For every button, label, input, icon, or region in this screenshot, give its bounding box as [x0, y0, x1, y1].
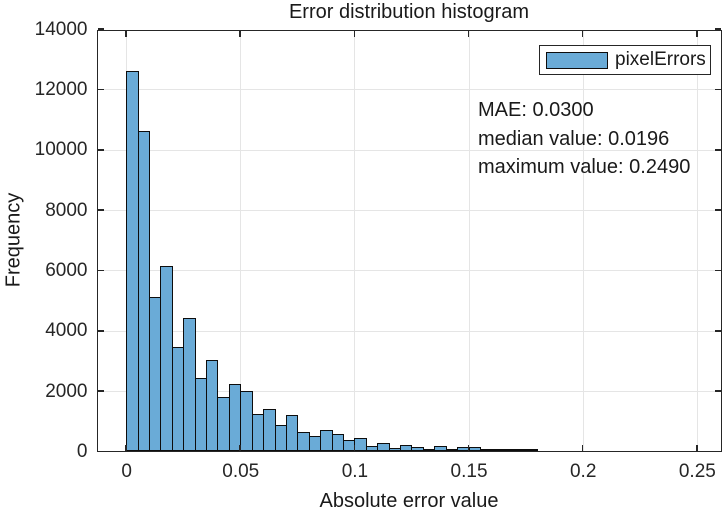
y-tick-mark-right [715, 269, 721, 272]
y-tick-label: 10000 [34, 139, 88, 161]
y-tick-mark-right [715, 329, 721, 332]
x-tick-label: 0.2 [569, 461, 597, 482]
x-tick-label: 0 [121, 461, 132, 482]
gridline-vertical [696, 30, 698, 451]
x-axis-label: Absolute error value [319, 490, 499, 512]
x-tick-mark-top [467, 30, 470, 37]
x-tick-mark [467, 445, 470, 451]
x-tick-mark-top [239, 30, 242, 37]
y-tick-mark [97, 329, 104, 332]
y-tick-label: 8000 [45, 199, 88, 221]
y-tick-mark [97, 209, 104, 211]
histogram-bar [137, 131, 150, 451]
gridline-vertical [240, 30, 242, 451]
chart-title: Error distribution histogram [288, 1, 530, 23]
y-tick-mark-right [715, 28, 721, 30]
stats-annotation: MAE: 0.0300 median value: 0.0196 maximum… [478, 96, 690, 182]
y-tick-mark-right [715, 450, 721, 453]
x-tick-mark [125, 445, 127, 451]
gridline-horizontal [97, 149, 721, 151]
legend-swatch-pixelerrors [546, 51, 608, 69]
y-tick-label: 14000 [34, 18, 88, 40]
x-tick-label: 0.05 [222, 461, 260, 482]
gridline-vertical [468, 30, 470, 451]
x-tick-label: 0.15 [450, 461, 488, 482]
y-tick-mark-right [715, 148, 721, 151]
gridline-horizontal [97, 89, 721, 91]
y-tick-mark-right [715, 209, 721, 211]
gridline-horizontal [97, 330, 721, 332]
gridline-horizontal [97, 391, 721, 393]
plot-area [96, 28, 722, 453]
histogram-bar [434, 446, 447, 451]
legend-label: pixelErrors [615, 49, 706, 70]
histogram-bar [525, 449, 539, 451]
y-tick-label: 4000 [45, 320, 88, 342]
x-tick-mark-top [696, 30, 698, 37]
x-tick-mark-top [581, 30, 584, 37]
gridline-vertical [582, 30, 584, 451]
x-tick-label: 0.25 [678, 461, 716, 482]
y-tick-mark [97, 88, 104, 91]
y-tick-mark [97, 390, 104, 392]
x-tick-mark [696, 445, 698, 451]
x-tick-mark-top [125, 30, 127, 37]
gridline-horizontal [97, 210, 721, 212]
x-tick-mark-top [353, 30, 356, 37]
x-tick-mark [581, 445, 584, 451]
y-tick-mark [97, 28, 104, 30]
y-tick-label: 12000 [34, 78, 88, 100]
y-tick-label: 0 [76, 441, 88, 462]
histogram-bar [377, 442, 390, 451]
stat-maximum: maximum value: 0.2490 [478, 156, 691, 178]
y-tick-mark-right [715, 88, 721, 91]
y-tick-label: 2000 [45, 380, 88, 402]
x-tick-label: 0.1 [341, 461, 369, 482]
y-tick-mark [97, 269, 104, 272]
stat-median: median value: 0.0196 [478, 127, 670, 150]
x-tick-mark [239, 445, 242, 451]
y-tick-mark [97, 450, 104, 453]
y-tick-label: 6000 [45, 259, 88, 281]
x-tick-mark [353, 445, 356, 451]
y-tick-mark [97, 148, 104, 151]
gridline-horizontal [97, 270, 721, 272]
legend: pixelErrors [539, 45, 711, 75]
gridline-vertical [354, 30, 356, 451]
histogram-bar [354, 438, 367, 451]
stat-mae: MAE: 0.0300 [478, 99, 594, 121]
y-tick-mark-right [715, 390, 721, 392]
